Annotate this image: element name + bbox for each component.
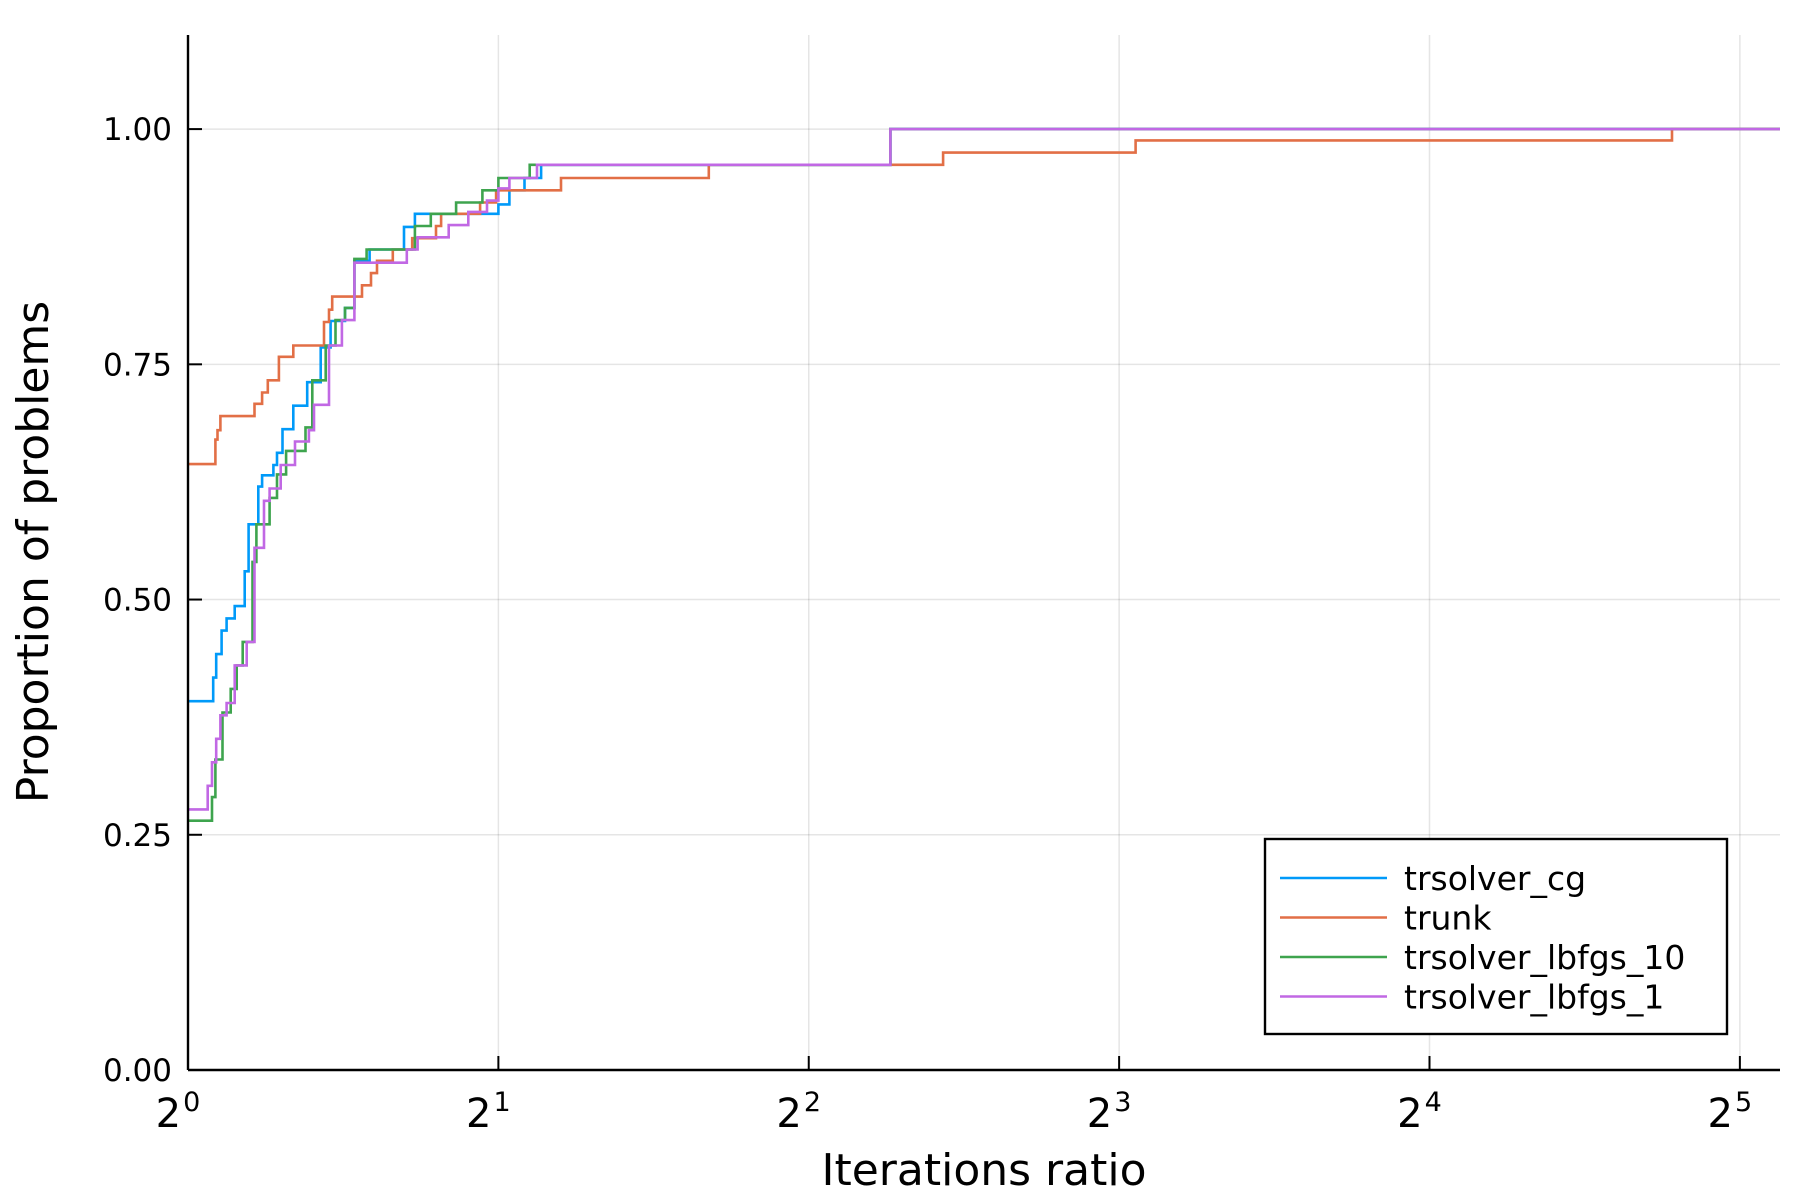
series-line-trsolver-lbfgs-1 [188,127,1780,811]
legend: trsolver_cgtrunktrsolver_lbfgs_10trsolve… [1263,837,1729,1036]
x-tick-label: 25 [1708,1087,1753,1137]
x-tick-label: 22 [776,1087,821,1137]
legend-label: trsolver_lbfgs_10 [1404,938,1685,977]
x-ticks: 20 21 22 23 24 25 [156,1056,1753,1137]
series-lines [188,127,1780,822]
legend-label: trsolver_cg [1404,859,1586,898]
x-tick-label: 24 [1397,1087,1442,1137]
x-axis-title: Iterations ratio [822,1145,1147,1196]
legend-box [1263,837,1729,1036]
axes [186,35,1780,1072]
y-tick-label: 0.00 [103,1053,172,1089]
x-tick-label: 21 [466,1087,511,1137]
y-tick-label: 0.50 [103,583,172,619]
x-tick-label: 20 [156,1087,201,1137]
x-tick-label: 23 [1087,1087,1132,1137]
y-tick-label: 0.75 [103,347,172,383]
legend-label: trunk [1404,899,1492,938]
series-line-trunk [188,127,1780,466]
y-tick-label: 0.25 [103,818,172,854]
y-ticks: 0.00 0.25 0.50 0.75 1.00 [103,112,202,1089]
series-line-trsolver-cg [188,127,1780,703]
y-axis-title: Proportion of problems [8,301,59,803]
y-tick-label: 1.00 [103,112,172,148]
legend-label: trsolver_lbfgs_1 [1404,978,1664,1017]
